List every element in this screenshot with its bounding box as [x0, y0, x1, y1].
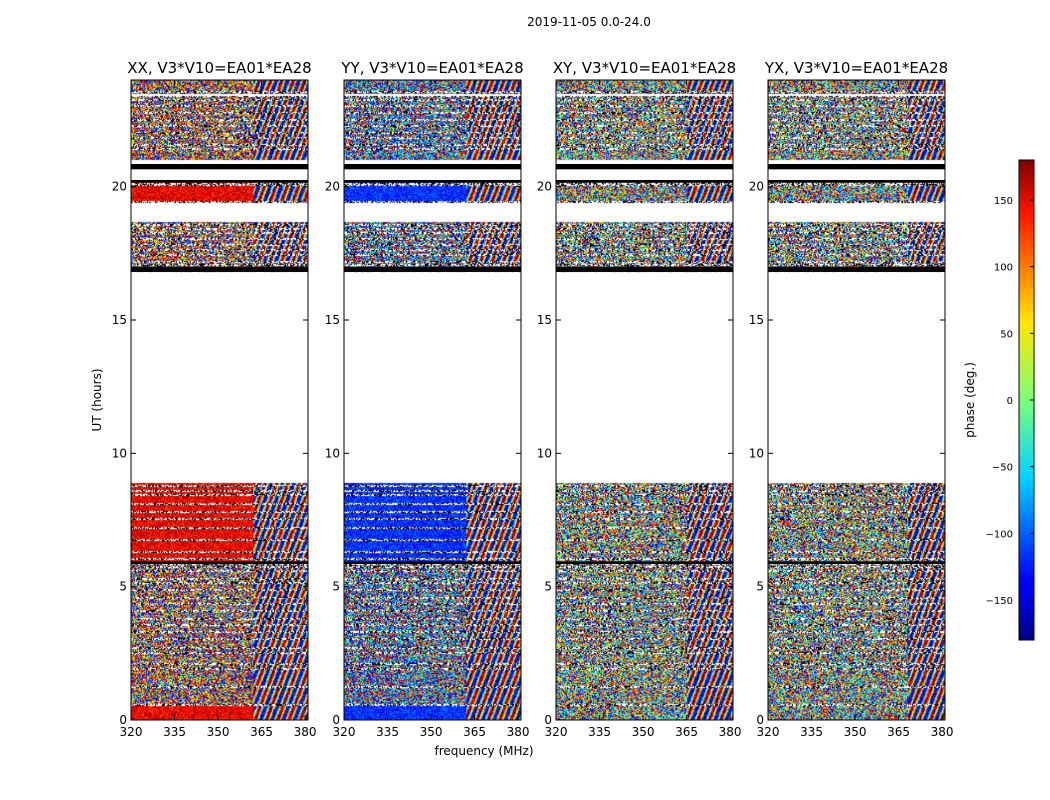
flag-band	[344, 180, 521, 183]
flag-band	[768, 164, 945, 170]
colorbar-tick-label: 100	[994, 263, 1013, 274]
flag-band	[556, 180, 733, 183]
x-tick-label: 350	[420, 725, 443, 739]
x-tick-label: 320	[120, 725, 143, 739]
x-tick-label: 380	[294, 725, 317, 739]
y-tick-label: 0	[756, 713, 764, 727]
flag-band	[344, 164, 521, 170]
colorbar-tick-label: −100	[986, 529, 1013, 540]
panel-title: XY, V3*V10=EA01*EA28	[553, 59, 736, 77]
y-tick-label: 5	[756, 580, 764, 594]
y-tick-label: 20	[112, 180, 127, 194]
panel-title: YX, V3*V10=EA01*EA28	[764, 59, 948, 77]
x-tick-label: 320	[333, 725, 356, 739]
flag-band	[131, 164, 308, 170]
y-tick-label: 10	[537, 446, 552, 460]
y-tick-label: 20	[325, 180, 340, 194]
y-tick-label: 0	[332, 713, 340, 727]
flag-band	[344, 266, 521, 272]
panel-title: XX, V3*V10=EA01*EA28	[127, 59, 311, 77]
x-tick-label: 335	[588, 725, 611, 739]
x-tick-label: 350	[844, 725, 867, 739]
panel-1: YY, V3*V10=EA01*EA28 320 335 350 365 380 0 5 10 1…	[325, 59, 530, 739]
panel-heatmap	[344, 80, 521, 720]
y-tick-label: 20	[749, 180, 764, 194]
panel-title: YY, V3*V10=EA01*EA28	[340, 59, 523, 77]
figure-suptitle: 2019-11-05 0.0-24.0	[527, 15, 651, 29]
y-tick-label: 10	[325, 446, 340, 460]
x-tick-label: 350	[207, 725, 230, 739]
y-tick-label: 15	[749, 313, 764, 327]
x-tick-label: 335	[800, 725, 823, 739]
x-tick-label: 365	[463, 725, 486, 739]
x-tick-label: 320	[757, 725, 780, 739]
panel-heatmap	[768, 80, 945, 720]
y-tick-label: 0	[119, 713, 127, 727]
x-tick-label: 380	[719, 725, 742, 739]
y-tick-label: 20	[537, 180, 552, 194]
x-tick-label: 380	[931, 725, 954, 739]
x-tick-label: 365	[887, 725, 910, 739]
panel-2: XY, V3*V10=EA01*EA28 320 335 350 365 380 0 5 10 1…	[537, 59, 742, 739]
colorbar-ticks: 150 100 50 0 −50 −100 −150	[986, 196, 1034, 607]
x-tick-label: 365	[250, 725, 273, 739]
x-tick-label: 365	[675, 725, 698, 739]
flag-band	[768, 561, 945, 564]
y-tick-label: 10	[749, 446, 764, 460]
x-tick-label: 335	[163, 725, 186, 739]
panels-layer: XX, V3*V10=EA01*EA28 320 335 350 365 380 0 5 10 1…	[112, 59, 954, 739]
flag-band	[131, 561, 308, 564]
x-tick-label: 380	[507, 725, 530, 739]
panel-frame	[343, 79, 522, 721]
y-tick-label: 5	[544, 580, 552, 594]
flag-band	[768, 266, 945, 272]
panel-0: XX, V3*V10=EA01*EA28 320 335 350 365 380 0 5 10 1…	[112, 59, 317, 739]
x-tick-label: 335	[376, 725, 399, 739]
flag-band	[131, 266, 308, 272]
colorbar-tick-label: −150	[986, 596, 1013, 607]
y-tick-label: 10	[112, 446, 127, 460]
colorbar-tick-label: −50	[992, 463, 1013, 474]
flag-band	[768, 180, 945, 183]
y-axis-label: UT (hours)	[90, 368, 104, 431]
flag-band	[344, 561, 521, 564]
panel-frame	[767, 79, 946, 721]
y-tick-label: 0	[544, 713, 552, 727]
y-tick-label: 15	[112, 313, 127, 327]
colorbar-label: phase (deg.)	[963, 362, 977, 438]
y-tick-label: 5	[119, 580, 127, 594]
flag-band	[556, 266, 733, 272]
flag-band	[556, 561, 733, 564]
y-tick-label: 15	[537, 313, 552, 327]
panel-3: YX, V3*V10=EA01*EA28 320 335 350 365 380 0 5 10 1…	[749, 59, 954, 739]
x-tick-label: 350	[632, 725, 655, 739]
flag-band	[556, 164, 733, 170]
colorbar-tick-label: 150	[994, 196, 1013, 207]
panel-heatmap	[556, 80, 733, 720]
panel-frame	[555, 79, 734, 721]
panel-heatmap	[131, 80, 308, 720]
x-axis-label: frequency (MHz)	[434, 744, 533, 758]
flag-band	[131, 180, 308, 183]
panel-frame	[130, 79, 309, 721]
colorbar-tick-label: 50	[1000, 329, 1013, 340]
y-tick-label: 15	[325, 313, 340, 327]
colorbar-tick-label: 0	[1007, 396, 1013, 407]
y-tick-label: 5	[332, 580, 340, 594]
x-tick-label: 320	[545, 725, 568, 739]
colorbar: 150 100 50 0 −50 −100 −150 phase (deg.)	[963, 159, 1035, 641]
